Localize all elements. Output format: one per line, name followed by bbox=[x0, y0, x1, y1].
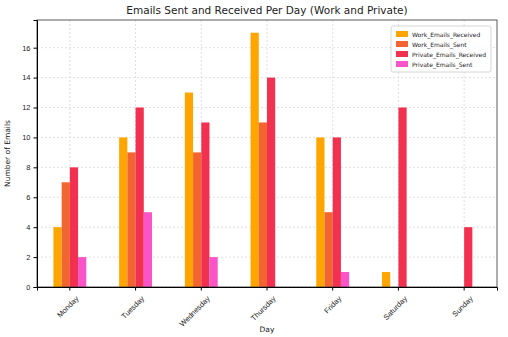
bar bbox=[316, 137, 324, 287]
y-axis-line bbox=[34, 21, 38, 288]
y-tick-mark bbox=[34, 48, 38, 49]
bar bbox=[127, 152, 135, 287]
x-tick: Monday bbox=[55, 287, 80, 319]
y-tick-label: 10 bbox=[22, 133, 30, 142]
y-tick: 4 bbox=[26, 223, 37, 232]
legend: Work_Emails_Received Work_Emails_Sent Priv… bbox=[391, 26, 491, 72]
bar bbox=[333, 137, 341, 287]
y-tick: 8 bbox=[26, 163, 37, 172]
x-tick-label: Friday bbox=[322, 294, 343, 315]
x-tick-label: Saturday bbox=[381, 294, 409, 322]
y-tick: 6 bbox=[26, 193, 37, 202]
x-tick-mark bbox=[398, 287, 399, 291]
legend-label: Private_Emails_Sent bbox=[412, 61, 473, 69]
bar bbox=[398, 108, 406, 287]
y-tick-mark bbox=[34, 137, 38, 138]
x-tick-mark bbox=[464, 287, 465, 291]
x-tick: Sunday bbox=[450, 287, 475, 319]
y-tick-mark bbox=[34, 167, 38, 168]
bar-series bbox=[62, 122, 333, 287]
y-tick: 10 bbox=[22, 133, 37, 142]
y-tick-mark bbox=[34, 257, 38, 258]
bar bbox=[341, 272, 349, 287]
legend-swatch bbox=[396, 41, 408, 47]
y-tick: 0 bbox=[26, 283, 37, 292]
bar bbox=[119, 137, 127, 287]
chart: 0 2 4 6 8 10 12 14 16 Monday Tuesday Wednesday Thurs… bbox=[0, 0, 508, 337]
bar bbox=[464, 227, 472, 287]
y-axis: 0 2 4 6 8 10 12 14 16 bbox=[22, 21, 37, 292]
legend-swatch bbox=[396, 31, 408, 37]
legend-item: Work_Emails_Sent bbox=[396, 41, 467, 49]
x-tick-mark bbox=[69, 287, 70, 291]
bar bbox=[185, 93, 193, 287]
x-tick-mark bbox=[135, 287, 136, 291]
y-tick-label: 2 bbox=[26, 253, 30, 262]
x-tick: Thursday bbox=[249, 287, 278, 323]
x-tick-label: Sunday bbox=[450, 294, 475, 319]
y-tick-mark bbox=[34, 78, 38, 79]
x-tick-label: Wednesday bbox=[178, 294, 212, 328]
bar-series bbox=[70, 78, 473, 287]
y-tick: 2 bbox=[26, 253, 37, 262]
legend-swatch bbox=[396, 61, 408, 67]
title: Emails Sent and Received Per Day (Work a… bbox=[126, 4, 407, 16]
bar bbox=[210, 257, 218, 287]
bar-series bbox=[53, 33, 390, 287]
x-tick-mark bbox=[201, 287, 202, 291]
y-tick-mark bbox=[34, 197, 38, 198]
bar bbox=[70, 167, 78, 287]
bar bbox=[325, 212, 333, 287]
bar bbox=[53, 227, 61, 287]
bar bbox=[62, 182, 70, 287]
legend-item: Private_Emails_Received bbox=[396, 51, 486, 59]
legend-item: Work_Emails_Received bbox=[396, 31, 480, 39]
y-tick: 16 bbox=[22, 44, 37, 53]
legend-item: Private_Emails_Sent bbox=[396, 61, 473, 69]
plot-frame bbox=[37, 20, 497, 287]
bar bbox=[259, 122, 267, 287]
plot: 0 2 4 6 8 10 12 14 16 Monday Tuesday Wednesday Thurs… bbox=[22, 20, 497, 329]
x-tick-mark bbox=[267, 287, 268, 291]
y-tick-label: 0 bbox=[26, 283, 30, 292]
legend-label: Work_Emails_Sent bbox=[412, 41, 467, 49]
bar bbox=[78, 257, 86, 287]
y-tick-mark bbox=[34, 227, 38, 228]
x-axis-title: Day bbox=[260, 325, 275, 334]
y-axis-title: Number of Emails bbox=[3, 120, 12, 187]
bar bbox=[144, 212, 152, 287]
y-tick-label: 6 bbox=[26, 193, 30, 202]
bar bbox=[193, 152, 201, 287]
y-tick-label: 12 bbox=[22, 103, 30, 112]
x-tick-label: Tuesday bbox=[120, 294, 147, 321]
y-tick-label: 14 bbox=[22, 73, 30, 82]
bar bbox=[201, 122, 209, 287]
y-tick-mark bbox=[34, 108, 38, 109]
legend-label: Private_Emails_Received bbox=[412, 51, 486, 59]
x-tick: Friday bbox=[322, 287, 343, 315]
grid bbox=[37, 20, 497, 287]
x-tick-mark bbox=[332, 287, 333, 291]
bar bbox=[136, 108, 144, 287]
x-tick: Wednesday bbox=[178, 287, 212, 329]
x-tick: Saturday bbox=[381, 287, 409, 322]
y-tick-label: 8 bbox=[26, 163, 30, 172]
y-tick: 14 bbox=[22, 73, 37, 82]
x-tick-label: Thursday bbox=[249, 294, 278, 323]
legend-label: Work_Emails_Received bbox=[412, 31, 480, 39]
y-tick: 12 bbox=[22, 103, 37, 112]
y-tick-label: 16 bbox=[22, 44, 30, 53]
bar bbox=[267, 78, 275, 287]
x-tick-label: Monday bbox=[55, 294, 80, 319]
legend-swatch bbox=[396, 51, 408, 57]
bar-series bbox=[78, 212, 349, 287]
bar bbox=[382, 272, 390, 287]
bar bbox=[251, 33, 259, 287]
y-tick-label: 4 bbox=[26, 223, 30, 232]
y-tick-mark bbox=[34, 287, 38, 288]
x-axis-line bbox=[38, 288, 498, 291]
x-tick: Tuesday bbox=[120, 287, 147, 321]
x-axis: Monday Tuesday Wednesday Thursday Friday Satu… bbox=[38, 287, 498, 329]
legend-box bbox=[391, 26, 491, 72]
